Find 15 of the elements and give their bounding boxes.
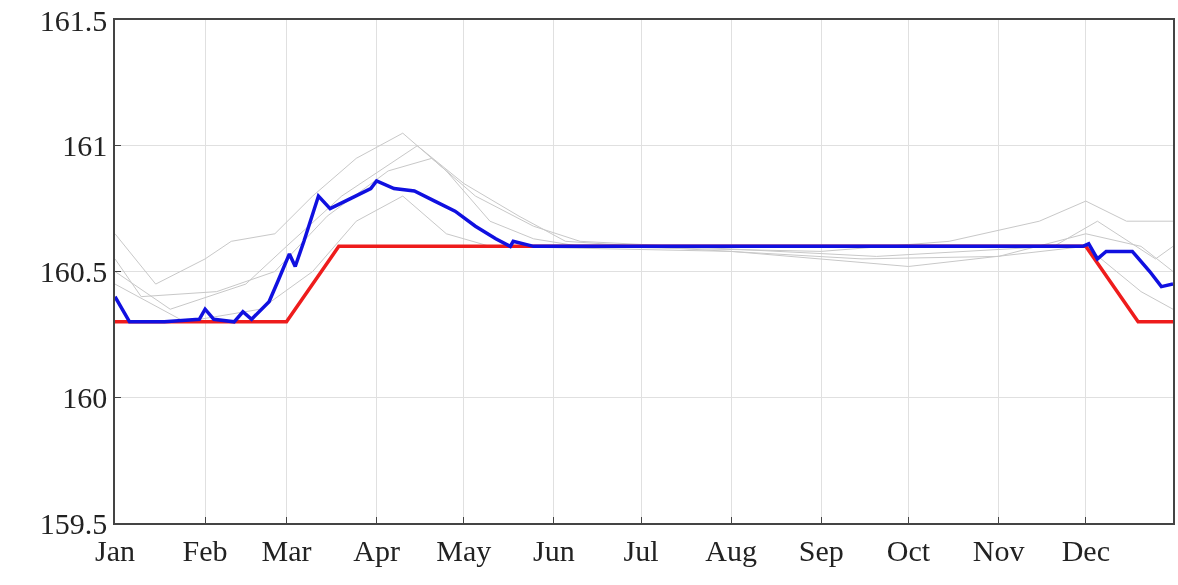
x-tick-label: Aug: [705, 533, 758, 567]
x-tick-label: Jul: [623, 533, 659, 567]
x-tick-label: Nov: [972, 533, 1025, 567]
x-tick-label: Dec: [1061, 533, 1110, 567]
y-tick-label: 161: [62, 129, 108, 163]
x-tick-label: Mar: [261, 533, 312, 567]
x-tick-label: Sep: [798, 533, 844, 567]
y-tick-label: 160: [62, 380, 108, 414]
x-tick-label: Apr: [353, 533, 400, 567]
x-tick-label: Jun: [533, 533, 575, 567]
x-tick-label: May: [436, 533, 492, 567]
y-tick-label: 160.5: [39, 255, 108, 288]
x-tick-label: Oct: [886, 533, 931, 567]
x-tick-label: Feb: [182, 533, 228, 567]
y-tick-label: 161.5: [39, 3, 108, 37]
